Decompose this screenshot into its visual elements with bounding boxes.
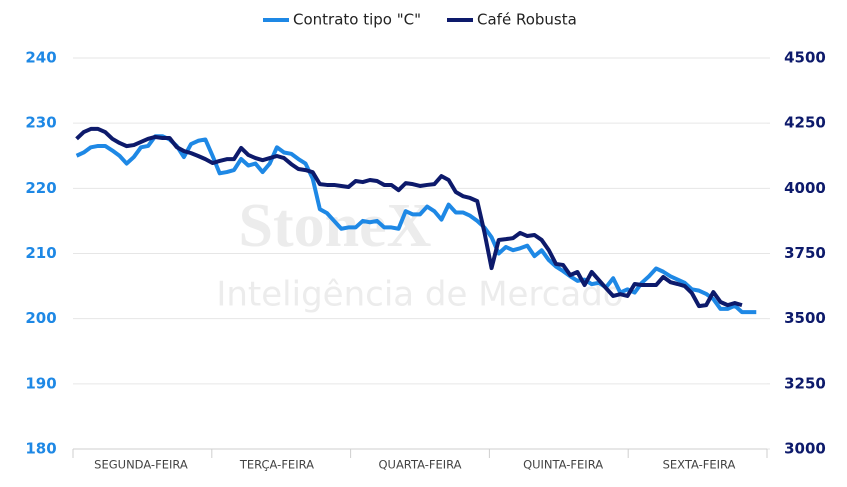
x-tick-label: SEGUNDA-FEIRA bbox=[94, 458, 188, 472]
series-line bbox=[75, 134, 757, 315]
x-tick-label: SEXTA-FEIRA bbox=[663, 458, 736, 472]
y2-tick-label: 3000 bbox=[784, 440, 826, 458]
x-tick-label: TERÇA-FEIRA bbox=[239, 458, 314, 472]
x-tick-label: QUINTA-FEIRA bbox=[523, 458, 603, 472]
y-tick-label: 230 bbox=[25, 114, 56, 132]
y-tick-label: 190 bbox=[25, 374, 56, 392]
y-tick-label: 240 bbox=[25, 49, 56, 67]
watermark-brand: StoneX bbox=[239, 192, 432, 260]
y-tick-label: 200 bbox=[25, 309, 56, 327]
x-tick-label: QUARTA-FEIRA bbox=[378, 458, 461, 472]
legend-label: Café Robusta bbox=[477, 11, 577, 29]
y2-tick-label: 3750 bbox=[784, 244, 826, 262]
y2-tick-label: 4000 bbox=[784, 179, 826, 197]
legend-label: Contrato tipo "C" bbox=[293, 11, 421, 29]
y2-tick-label: 3500 bbox=[784, 309, 826, 327]
y2-tick-label: 4250 bbox=[784, 114, 826, 132]
y-tick-label: 180 bbox=[25, 440, 56, 458]
y2-tick-label: 4500 bbox=[784, 49, 826, 67]
y2-tick-label: 3250 bbox=[784, 374, 826, 392]
watermark-tagline: Inteligência de Mercado bbox=[216, 275, 623, 315]
y-tick-label: 220 bbox=[25, 179, 56, 197]
y-tick-label: 210 bbox=[25, 244, 56, 262]
series-line bbox=[75, 126, 743, 309]
